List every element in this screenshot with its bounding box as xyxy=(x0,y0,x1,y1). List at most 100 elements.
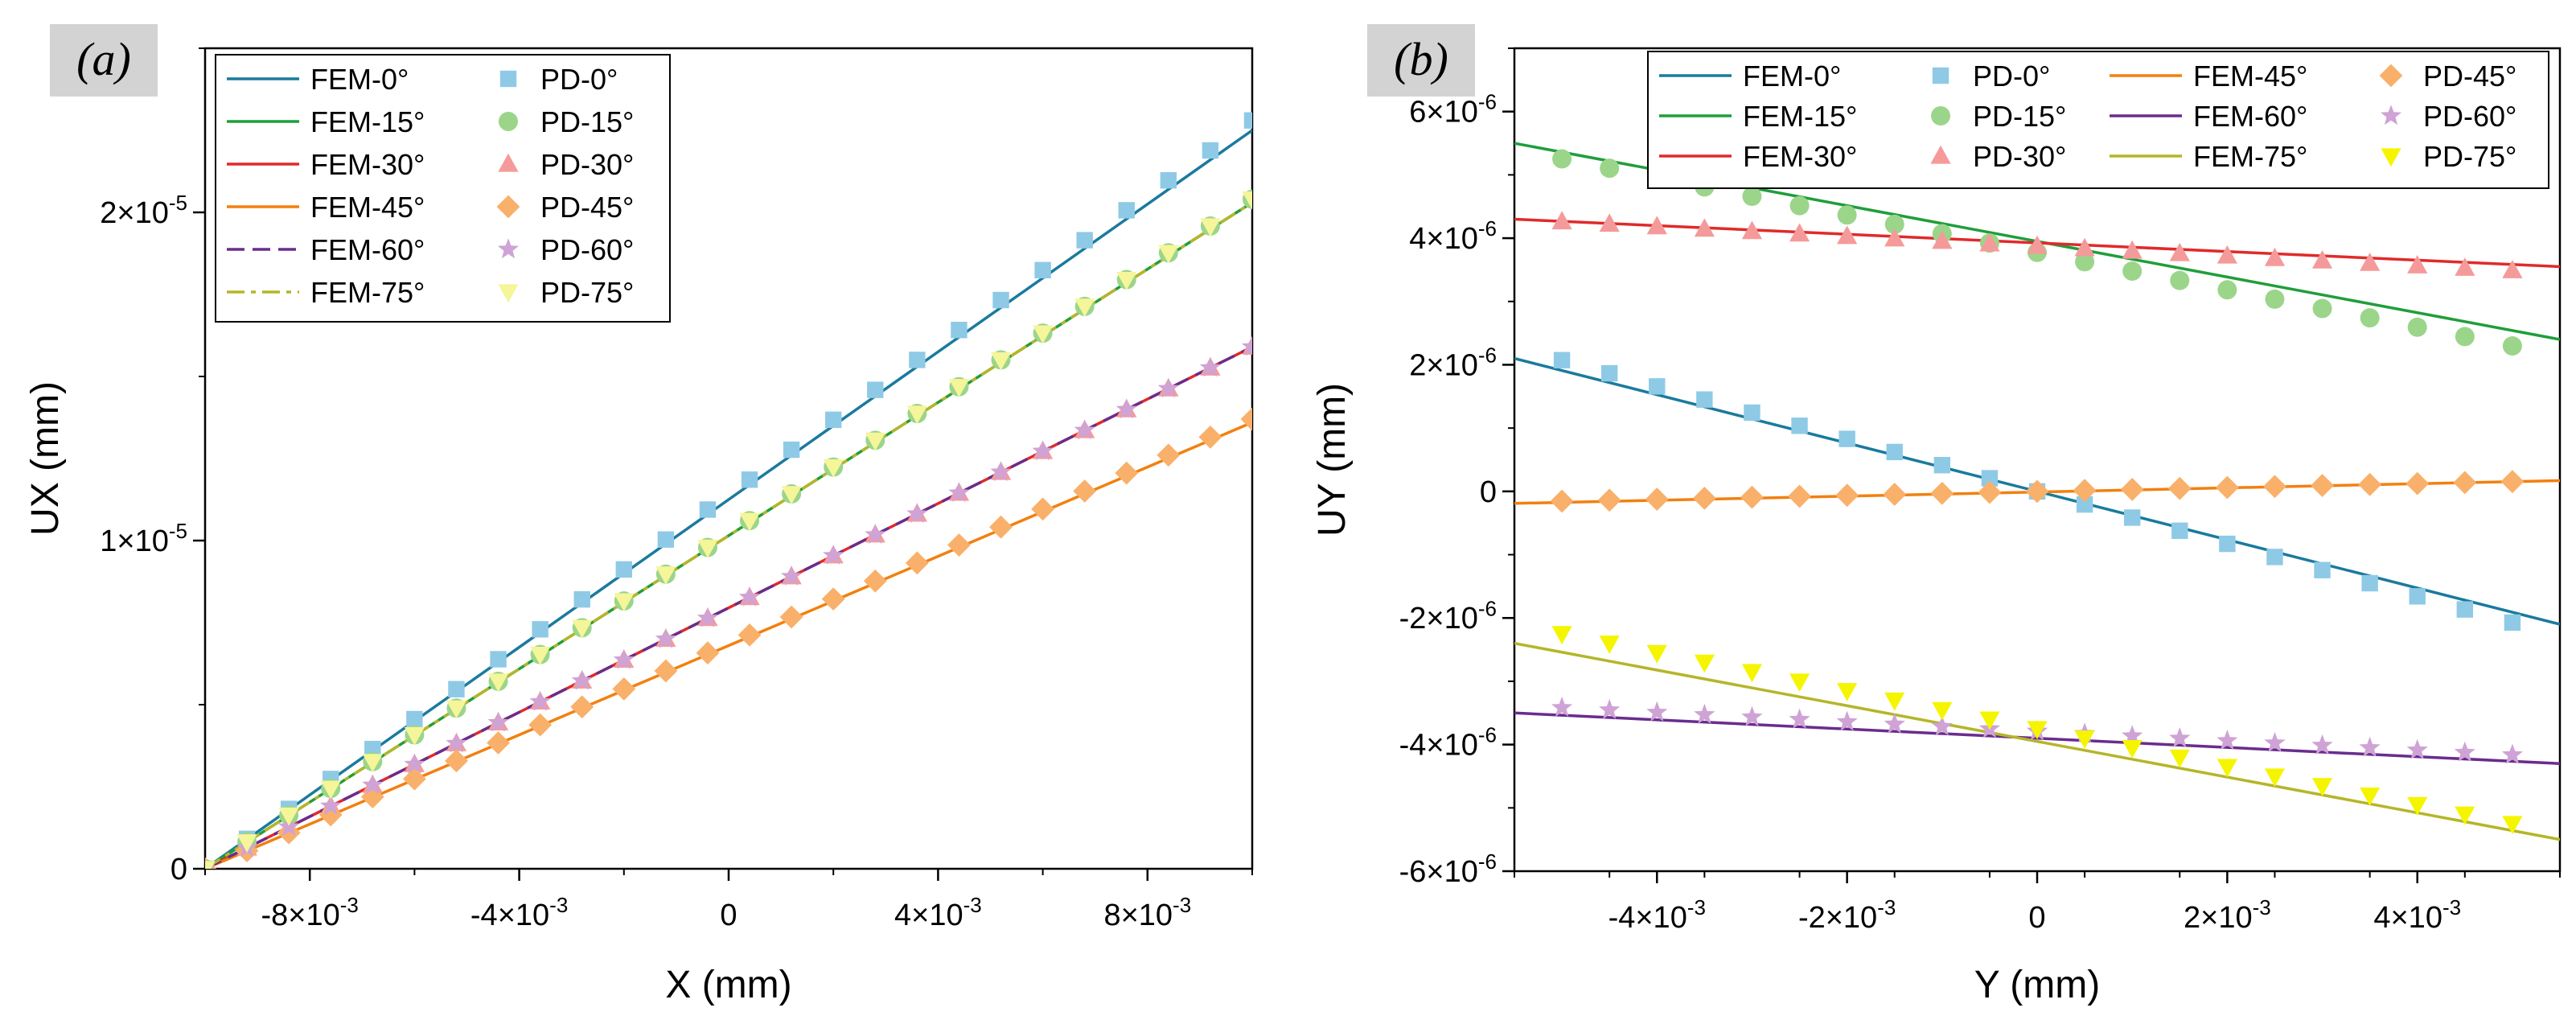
panel-a-marker-pd-45deg xyxy=(528,713,553,737)
panel-a-legend-marker-pd-15deg xyxy=(499,112,518,131)
panel-b-y-tick-label-exponent: -6 xyxy=(1478,596,1497,620)
panel-b-marker-pd-60deg xyxy=(1789,708,1810,729)
panel-b-marker-pd-30deg xyxy=(2264,247,2286,266)
panel-b-legend-marker-pd-15deg xyxy=(1931,106,1950,125)
panel-a-marker-pd-45deg xyxy=(360,785,384,808)
panel-b-marker-pd-75deg xyxy=(1551,626,1572,645)
panel-a-x-tick-label: 0 xyxy=(720,899,737,932)
panel-b-x-axis-title: Y (mm) xyxy=(1974,964,2100,1006)
panel-b-legend-label-pd-45deg: PD-45° xyxy=(2423,60,2516,93)
panel-b-marker-pd-0deg xyxy=(2361,574,2378,592)
panel-a-marker-pd-0deg xyxy=(406,710,423,728)
panel-b-marker-pd-45deg xyxy=(1550,489,1574,513)
panel-b-legend-label-fem-60deg: FEM-60° xyxy=(2193,100,2307,133)
panel-b-marker-pd-15deg xyxy=(2265,289,2285,309)
panel-a-marker-pd-75deg xyxy=(446,700,467,719)
panel-b-marker-pd-60deg xyxy=(2264,732,2286,752)
panel-a-marker-pd-75deg xyxy=(906,405,927,425)
panel-b-marker-pd-0deg xyxy=(1649,378,1666,395)
panel-b-legend-marker-pd-45deg xyxy=(2379,64,2403,88)
panel-a-marker-pd-0deg xyxy=(741,471,758,488)
panel-a-marker-pd-45deg xyxy=(947,533,971,557)
panel-b-marker-pd-30deg xyxy=(2027,235,2048,254)
panel-b-marker-pd-0deg xyxy=(1744,404,1760,422)
panel-b-x-tick-label-exponent: -3 xyxy=(2442,895,2461,919)
panel-b-x-tick-label-exponent: -3 xyxy=(2253,895,2271,919)
panel-a-marker-pd-60deg xyxy=(487,711,509,732)
panel-b-marker-pd-30deg xyxy=(2455,257,2475,276)
panel-b-marker-pd-0deg xyxy=(2504,614,2521,631)
panel-b-y-tick-label: 4×10-6 xyxy=(1409,216,1497,256)
panel-b-marker-pd-0deg xyxy=(1886,443,1903,461)
panel-a-marker-pd-60deg xyxy=(1199,356,1221,377)
panel-b-marker-pd-45deg xyxy=(2167,476,2192,500)
panel-b-marker-pd-75deg xyxy=(1741,664,1763,683)
panel-b-marker-pd-0deg xyxy=(2219,535,2236,553)
panel-a-legend-label-fem-75deg: FEM-75° xyxy=(310,276,425,309)
panel-a-marker-pd-0deg xyxy=(867,381,884,398)
panel-a-legend-label-fem-45deg: FEM-45° xyxy=(310,191,425,224)
panel-a-marker-pd-75deg xyxy=(487,673,509,693)
panel-a-marker-pd-0deg xyxy=(532,621,548,638)
panel-a-x-tick-label-exponent: -3 xyxy=(549,893,568,917)
panel-a-marker-pd-45deg xyxy=(1115,461,1139,485)
panel-b-marker-pd-75deg xyxy=(2502,816,2523,835)
panel-a-marker-pd-60deg xyxy=(1032,440,1054,461)
panel-a-marker-pd-60deg xyxy=(1157,377,1179,398)
panel-a-x-axis-title: X (mm) xyxy=(665,964,791,1006)
panel-a-y-tick-label-exponent: -5 xyxy=(169,191,187,215)
panel-a-marker-pd-0deg xyxy=(657,531,675,548)
panel-b-legend-marker-pd-30deg xyxy=(1930,145,1951,164)
panel-b-marker-pd-75deg xyxy=(2360,787,2381,806)
panel-a-legend-label-fem-60deg: FEM-60° xyxy=(310,233,425,266)
panel-b-y-tick-label: -4×10-6 xyxy=(1399,723,1497,763)
panel-a-legend-label-fem-0deg: FEM-0° xyxy=(310,63,409,96)
panel-b-marker-pd-45deg xyxy=(1645,487,1669,511)
panel-b-legend-marker-pd-75deg xyxy=(2381,148,2401,167)
panel-a-marker-pd-75deg xyxy=(572,619,593,639)
panel-a-marker-pd-60deg xyxy=(404,753,425,774)
panel-a-marker-pd-45deg xyxy=(696,641,720,665)
panel-b-marker-pd-30deg xyxy=(2360,252,2381,271)
panel-a-marker-pd-60deg xyxy=(278,816,300,837)
panel-a-legend-marker-pd-60deg xyxy=(497,238,520,259)
panel-a-plot-area xyxy=(205,112,1252,869)
panel-b-label-box xyxy=(1367,24,1475,97)
panel-b-marker-pd-60deg xyxy=(1646,701,1668,722)
panel-a-marker-pd-60deg xyxy=(865,524,886,544)
panel-b-marker-pd-15deg xyxy=(2407,317,2427,337)
panel-a-marker-pd-0deg xyxy=(573,590,590,608)
panel-b-marker-pd-15deg xyxy=(2312,298,2332,319)
panel-a-x-tick-label: 4×10-3 xyxy=(894,893,982,932)
panel-b-marker-pd-30deg xyxy=(2074,237,2095,257)
panel-b-marker-pd-75deg xyxy=(1932,701,1953,721)
panel-b-y-tick-label-exponent: -6 xyxy=(1478,343,1497,368)
panel-a-legend-label-fem-15deg: FEM-15° xyxy=(310,105,425,138)
panel-b-marker-pd-0deg xyxy=(1600,364,1618,382)
panel-b-marker-pd-30deg xyxy=(1599,213,1620,232)
panel-b-marker-pd-0deg xyxy=(1981,470,1999,487)
panel-a-marker-pd-75deg xyxy=(1242,191,1252,210)
panel-b-marker-pd-60deg xyxy=(1551,697,1573,717)
panel-a-marker-pd-75deg xyxy=(697,539,718,558)
panel-a-x-tick-label: -8×10-3 xyxy=(261,893,359,932)
panel-b-marker-pd-0deg xyxy=(1839,430,1855,447)
panel-a-marker-pd-45deg xyxy=(1157,443,1181,467)
panel-b-marker-pd-15deg xyxy=(1600,158,1620,179)
panel-b-marker-pd-45deg xyxy=(1930,481,1954,505)
panel-a-marker-pd-60deg xyxy=(696,607,719,627)
panel-a-legend-marker-pd-75deg xyxy=(498,284,519,303)
panel-a-y-tick-label: 1×10-5 xyxy=(100,519,187,558)
panel-a-x-tick-label-exponent: -3 xyxy=(1173,893,1191,917)
panel-a-marker-pd-45deg xyxy=(612,677,636,701)
panel-b-marker-pd-0deg xyxy=(2409,588,2426,605)
panel-a-marker-pd-0deg xyxy=(992,291,1009,309)
panel-b-series-fem-75deg xyxy=(1514,641,2560,841)
panel-a-marker-pd-75deg xyxy=(990,352,1012,371)
panel-a-marker-pd-75deg xyxy=(739,512,760,532)
panel-a-marker-pd-0deg xyxy=(909,352,926,368)
panel-b-marker-pd-15deg xyxy=(2360,308,2380,328)
panel-b-marker-pd-75deg xyxy=(2264,768,2286,788)
panel-b-legend-label-fem-75deg: FEM-75° xyxy=(2193,140,2307,173)
